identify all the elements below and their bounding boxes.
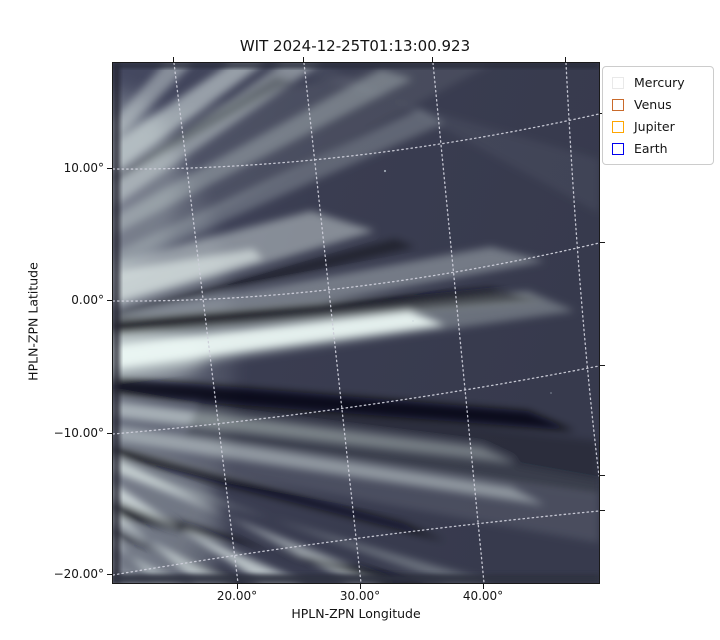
streamer-rays-layer: [113, 63, 599, 583]
tick-mark: [107, 300, 112, 301]
tick-mark: [565, 57, 566, 62]
x-tick-label: 30.00°: [339, 589, 381, 603]
venus-marker-icon: [612, 98, 624, 111]
tick-mark: [600, 365, 605, 366]
tick-mark: [107, 168, 112, 169]
legend-label: Jupiter: [634, 119, 675, 134]
jupiter-marker-icon: [612, 120, 624, 133]
legend-item-jupiter: Jupiter: [612, 118, 704, 135]
tick-mark: [483, 584, 484, 589]
mercury-marker-icon: [612, 76, 624, 89]
legend-label: Earth: [634, 141, 668, 156]
tick-mark: [173, 57, 174, 62]
coordinate-gridlines: [113, 63, 599, 583]
legend: Mercury Venus Jupiter Earth: [602, 66, 714, 165]
tick-mark: [600, 242, 605, 243]
x-tick-label: 20.00°: [216, 589, 258, 603]
tick-mark: [237, 584, 238, 589]
tick-mark: [303, 57, 304, 62]
y-tick-label: −10.00°: [53, 426, 104, 440]
tick-mark: [600, 510, 605, 511]
y-axis-label: HPLN-ZPN Latitude: [25, 262, 41, 381]
legend-label: Mercury: [634, 75, 685, 90]
plot-title: WIT 2024-12-25T01:13:00.923: [239, 37, 471, 55]
y-tick-label: −20.00°: [53, 567, 104, 581]
image-edge-strips: [113, 63, 599, 583]
tick-mark: [107, 574, 112, 575]
legend-item-venus: Venus: [612, 96, 704, 113]
legend-item-earth: Earth: [612, 140, 704, 157]
legend-label: Venus: [634, 97, 672, 112]
tick-mark: [360, 584, 361, 589]
plot-area: [112, 62, 600, 584]
x-axis-label: HPLN-ZPN Longitude: [291, 606, 421, 621]
earth-marker-icon: [612, 142, 624, 155]
image-canvas: [113, 63, 599, 583]
x-tick-label: 40.00°: [462, 589, 504, 603]
legend-item-mercury: Mercury: [612, 74, 704, 91]
tick-mark: [432, 57, 433, 62]
tick-mark: [600, 475, 605, 476]
y-tick-label: 10.00°: [63, 161, 104, 175]
star-points: [383, 169, 552, 394]
tick-mark: [107, 433, 112, 434]
y-tick-label: 0.00°: [71, 293, 104, 307]
